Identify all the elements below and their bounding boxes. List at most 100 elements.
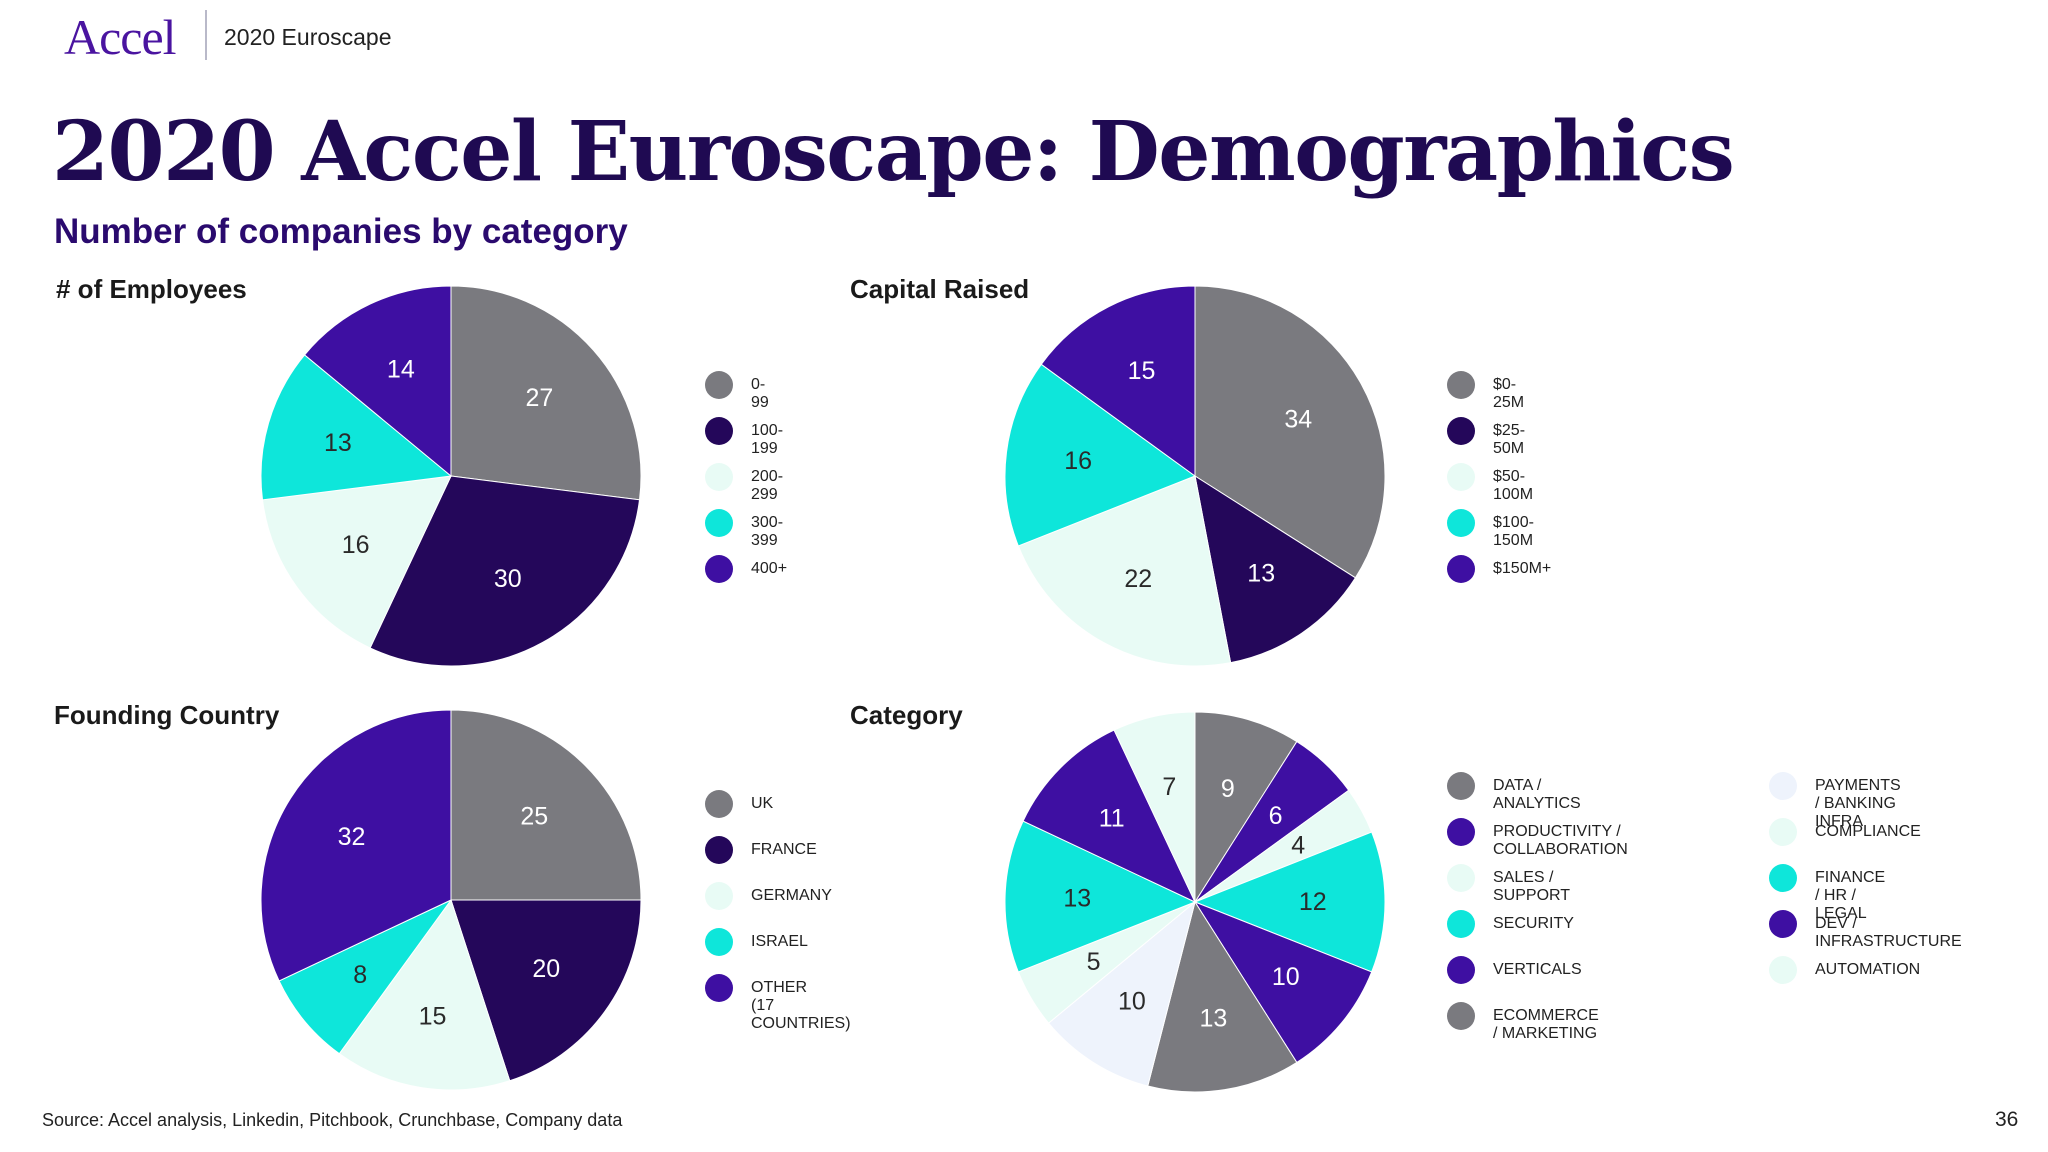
capital-value-label-50-100m: 22 <box>1124 565 1152 593</box>
employees-legend-label: 0-99 <box>751 376 769 411</box>
category-legend-label: SECURITY <box>1493 915 1574 932</box>
capital-legend-label: $0-25M <box>1493 376 1525 411</box>
category-slice-payments-banking-infra <box>1047 900 1196 1087</box>
category-value-label-automation: 7 <box>1162 773 1176 801</box>
page-number: 36 <box>1995 1108 2019 1131</box>
category-legend-label: AUTOMATION <box>1815 961 1921 978</box>
country-legend-item-uk: UK <box>705 790 773 818</box>
category-legend-swatch <box>1447 772 1475 800</box>
employees-legend-swatch <box>705 371 733 399</box>
employees-legend-label: 200-299 <box>751 468 784 503</box>
category-legend-label: VERTICALS <box>1493 961 1582 978</box>
employees-legend-swatch <box>705 463 733 491</box>
country-value-label-germany: 15 <box>419 1002 447 1030</box>
employees-value-label-0-99: 27 <box>525 384 553 412</box>
category-legend-label: FINANCE / HR / LEGAL <box>1815 869 1886 922</box>
capital-chart-title: Capital Raised <box>850 274 1030 304</box>
country-legend-swatch <box>705 836 733 864</box>
employees-legend-swatch <box>705 509 733 537</box>
category-legend-item-productivity-collaboration: PRODUCTIVITY / COLLABORATION <box>1447 818 1628 859</box>
country-legend-swatch <box>705 974 733 1002</box>
country-legend-label: ISRAEL <box>751 933 808 950</box>
category-chart-title: Category <box>850 700 963 730</box>
employees-legend-item-100-199: 100-199 <box>705 417 783 458</box>
source-footnote: Source: Accel analysis, Linkedin, Pitchb… <box>42 1110 623 1130</box>
employees-legend-label: 300-399 <box>751 514 784 549</box>
category-legend-item-automation: AUTOMATION <box>1769 956 1920 984</box>
category-legend-swatch <box>1769 864 1797 892</box>
capital-legend-label: $50-100M <box>1493 468 1534 503</box>
employees-slice-100-199 <box>369 475 641 667</box>
category-slice-automation <box>1113 711 1196 903</box>
category-slice-verticals <box>1193 900 1373 1064</box>
category-legend-swatch <box>1447 818 1475 846</box>
header-divider <box>205 10 207 60</box>
category-legend-item-dev-infrastructure: DEV / INFRASTRUCTURE <box>1769 910 1962 951</box>
capital-legend-item-100-150m: $100-150M <box>1447 509 1534 550</box>
country-slice-israel <box>278 899 452 1055</box>
category-legend-item-payments-banking-infra: PAYMENTS / BANKING INFRA <box>1769 772 1901 831</box>
capital-legend-swatch <box>1447 463 1475 491</box>
country-value-label-israel: 8 <box>353 961 367 989</box>
category-legend-swatch <box>1769 910 1797 938</box>
category-slice-finance-hr-legal <box>1004 820 1197 973</box>
capital-value-label-150m: 15 <box>1128 357 1156 385</box>
category-legend-label: COMPLIANCE <box>1815 823 1921 840</box>
capital-slice-100-150m <box>1004 363 1197 547</box>
category-legend-item-verticals: VERTICALS <box>1447 956 1582 984</box>
employees-slice-400 <box>303 285 452 478</box>
category-legend-item-ecommerce-marketing: ECOMMERCE / MARKETING <box>1447 1002 1599 1043</box>
country-value-label-other-17-countries: 32 <box>338 823 366 851</box>
category-legend-swatch <box>1447 864 1475 892</box>
country-legend-swatch <box>705 882 733 910</box>
capital-pie-chart: 34 13 22 16 15 <box>1004 285 1386 667</box>
category-legend-swatch <box>1769 772 1797 800</box>
employees-legend-item-0-99: 0-99 <box>705 371 769 412</box>
category-legend-swatch <box>1447 956 1475 984</box>
category-value-label-sales-support: 4 <box>1291 831 1305 859</box>
category-slice-data-analytics <box>1194 711 1298 904</box>
employees-legend-item-400: 400+ <box>705 555 787 583</box>
country-slice-other-17-countries <box>260 709 452 982</box>
capital-slice-50-100m <box>1017 475 1232 667</box>
country-chart-title: Founding Country <box>54 700 280 730</box>
category-value-label-compliance: 5 <box>1087 948 1101 976</box>
category-legend-swatch <box>1769 956 1797 984</box>
capital-legend-item-25-50m: $25-50M <box>1447 417 1525 458</box>
capital-legend-swatch <box>1447 555 1475 583</box>
category-value-label-verticals: 10 <box>1272 963 1300 991</box>
category-legend-label: PRODUCTIVITY / COLLABORATION <box>1493 823 1628 858</box>
country-legend-swatch <box>705 790 733 818</box>
employees-legend-item-300-399: 300-399 <box>705 509 783 550</box>
category-legend-label: DEV / INFRASTRUCTURE <box>1815 915 1962 950</box>
category-legend-item-data-analytics: DATA / ANALYTICS <box>1447 772 1581 813</box>
category-slice-security <box>1193 831 1386 973</box>
country-value-label-uk: 25 <box>520 803 548 831</box>
country-slice-france <box>450 899 642 1082</box>
capital-legend-item-150m: $150M+ <box>1447 555 1551 583</box>
country-legend-item-germany: GERMANY <box>705 882 832 910</box>
country-slice-germany <box>338 898 511 1091</box>
employees-value-label-200-299: 16 <box>342 531 370 559</box>
employees-value-label-400: 14 <box>387 355 415 383</box>
capital-legend-label: $100-150M <box>1493 514 1534 549</box>
employees-value-label-100-199: 30 <box>494 565 522 593</box>
capital-slice-0-25m <box>1194 285 1386 579</box>
category-pie-chart: 9 64 12 10 13 10 5 13 11 7 <box>1004 711 1386 1093</box>
capital-value-label-0-25m: 34 <box>1284 405 1312 433</box>
category-legend-label: SALES / SUPPORT <box>1493 869 1571 904</box>
category-legend-item-compliance: COMPLIANCE <box>1769 818 1921 846</box>
category-slice-dev-infrastructure <box>1022 729 1197 904</box>
capital-value-label-100-150m: 16 <box>1064 447 1092 475</box>
capital-legend-label: $150M+ <box>1493 560 1552 577</box>
capital-legend-swatch <box>1447 371 1475 399</box>
category-value-label-ecommerce-marketing: 13 <box>1200 1004 1228 1032</box>
category-value-label-productivity-collaboration: 6 <box>1269 802 1283 830</box>
country-legend-label: FRANCE <box>751 841 817 858</box>
category-legend-item-security: SECURITY <box>1447 910 1574 938</box>
capital-legend-swatch <box>1447 417 1475 445</box>
page-title: 2020 Accel Euroscape: Demographics <box>52 104 1735 200</box>
capital-legend-item-50-100m: $50-100M <box>1447 463 1533 504</box>
employees-chart-title: # of Employees <box>56 274 247 304</box>
category-legend-item-sales-support: SALES / SUPPORT <box>1447 864 1570 905</box>
